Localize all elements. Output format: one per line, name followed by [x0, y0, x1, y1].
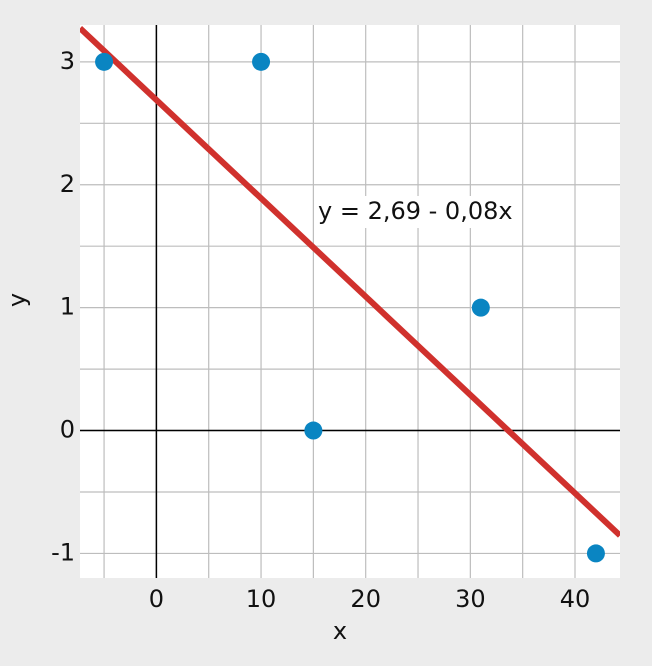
- annotation-background: [314, 196, 517, 228]
- point: [252, 52, 271, 71]
- x-axis-label: x: [333, 617, 347, 645]
- point: [586, 544, 605, 563]
- x-tick-label: 0: [149, 585, 164, 613]
- y-tick-label: 3: [60, 47, 75, 75]
- y-tick-label: 2: [60, 170, 75, 198]
- fit-line: [80, 26, 620, 538]
- y-tick-label: -1: [51, 538, 75, 566]
- fit-annotation: y = 2,69 - 0,08x: [318, 197, 513, 225]
- x-tick-label: 20: [350, 585, 381, 613]
- y-tick-label: 0: [60, 416, 75, 444]
- x-tick-label: 40: [560, 585, 591, 613]
- x-tick-label: 30: [455, 585, 486, 613]
- point: [95, 52, 114, 71]
- y-axis-label: y: [3, 293, 31, 307]
- point: [304, 421, 323, 440]
- point: [471, 298, 490, 317]
- y-tick-label: 1: [60, 293, 75, 321]
- x-tick-label: 10: [246, 585, 277, 613]
- plot-area: [80, 25, 620, 578]
